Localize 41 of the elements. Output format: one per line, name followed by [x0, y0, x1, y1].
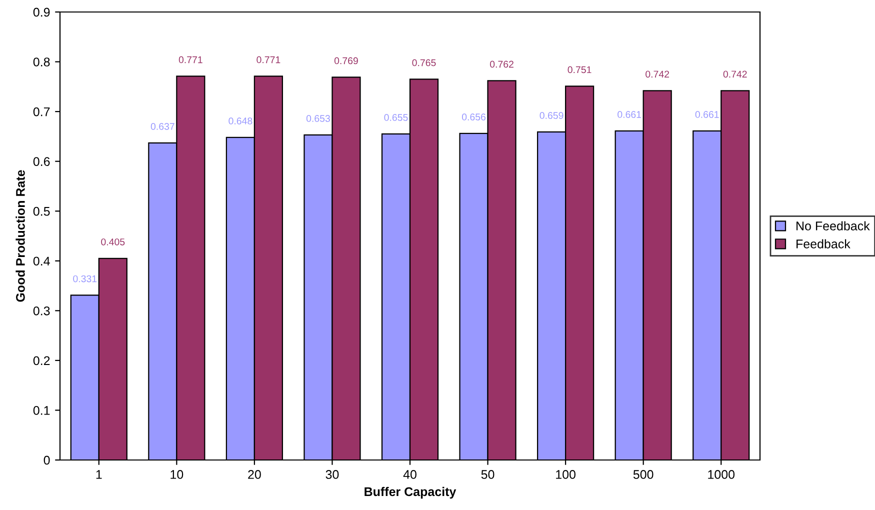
- y-tick-label: 0: [44, 456, 50, 465]
- data-label: 0.742: [723, 70, 747, 78]
- data-label: 0.661: [695, 111, 719, 118]
- data-label: 0.771: [178, 56, 202, 64]
- data-label: 0.771: [256, 56, 280, 64]
- y-tick-label: 0.8: [33, 58, 50, 66]
- legend-label: No Feedback: [796, 221, 870, 230]
- x-tick-label: 30: [326, 470, 339, 479]
- x-tick-label: 50: [481, 470, 494, 479]
- data-label: 0.661: [618, 111, 642, 118]
- y-tick-label: 0.7: [33, 107, 50, 116]
- x-tick-label: 20: [248, 470, 261, 479]
- x-tick-label: 500: [633, 470, 654, 479]
- data-label: 0.659: [540, 112, 564, 119]
- legend-label: Feedback: [796, 239, 850, 248]
- x-tick-label: 1: [96, 470, 102, 479]
- x-tick-label: 40: [403, 470, 416, 479]
- data-label: 0.637: [150, 123, 174, 130]
- data-label: 0.742: [646, 70, 670, 78]
- y-tick-label: 0.6: [33, 157, 50, 166]
- data-label: 0.648: [228, 118, 252, 124]
- y-tick-label: 0.5: [33, 206, 50, 216]
- y-tick-label: 0.4: [33, 256, 50, 266]
- y-tick-label: 0.2: [33, 356, 50, 366]
- data-label: 0.769: [334, 57, 358, 64]
- data-label: 0.655: [384, 114, 408, 121]
- y-tick-label: 0.3: [33, 306, 50, 316]
- data-label: 0.653: [306, 115, 330, 122]
- data-label: 0.405: [101, 238, 125, 246]
- x-tick-label: 1000: [708, 470, 735, 479]
- data-label: 0.331: [73, 275, 97, 282]
- x-tick-label: 10: [170, 470, 184, 479]
- x-axis-title: Buffer Capacity: [364, 486, 456, 499]
- x-tick-label: 100: [556, 470, 576, 479]
- y-axis-title: Good Production Rate: [16, 170, 25, 302]
- data-label: 0.765: [412, 59, 436, 66]
- y-tick-label: 0.9: [33, 8, 50, 17]
- data-label: 0.656: [462, 114, 486, 120]
- y-tick-label: 0.1: [33, 406, 50, 415]
- data-label: 0.762: [490, 60, 514, 68]
- data-label: 0.751: [568, 66, 592, 74]
